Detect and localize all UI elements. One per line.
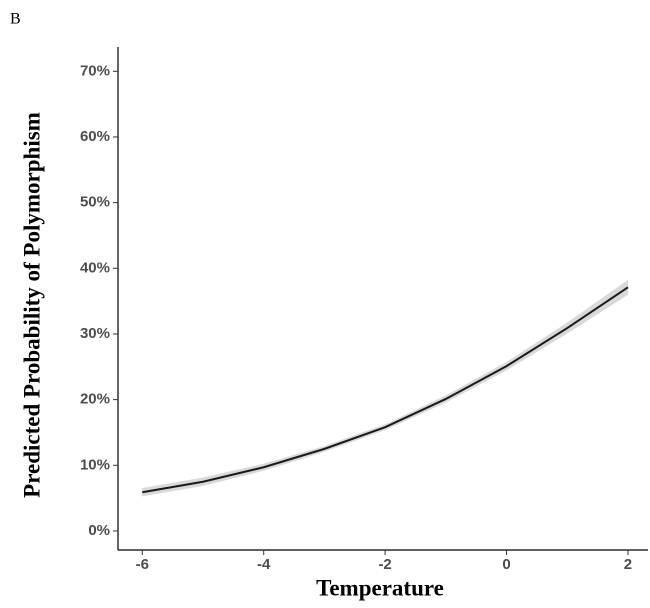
y-axis-title: Predicted Probability of Polymorphism [19, 112, 44, 498]
y-tick-label: 40% [80, 259, 110, 276]
panel-label: B [10, 11, 21, 28]
x-tick-label: -2 [378, 556, 391, 573]
x-tick-label: -6 [136, 556, 149, 573]
x-tick-label: 2 [624, 556, 632, 573]
y-tick-label: 70% [80, 62, 110, 79]
y-tick-label: 0% [88, 522, 110, 539]
y-tick-label: 30% [80, 325, 110, 342]
y-tick-label: 50% [80, 194, 110, 211]
line [142, 286, 629, 494]
x-tick-label: -4 [257, 556, 271, 573]
y-tick-label: 60% [80, 128, 110, 145]
y-tick-label: 20% [80, 391, 110, 408]
x-axis-title: Temperature [316, 575, 444, 600]
y-tick-label: 10% [80, 456, 110, 473]
x-tick-label: 0 [502, 556, 510, 573]
